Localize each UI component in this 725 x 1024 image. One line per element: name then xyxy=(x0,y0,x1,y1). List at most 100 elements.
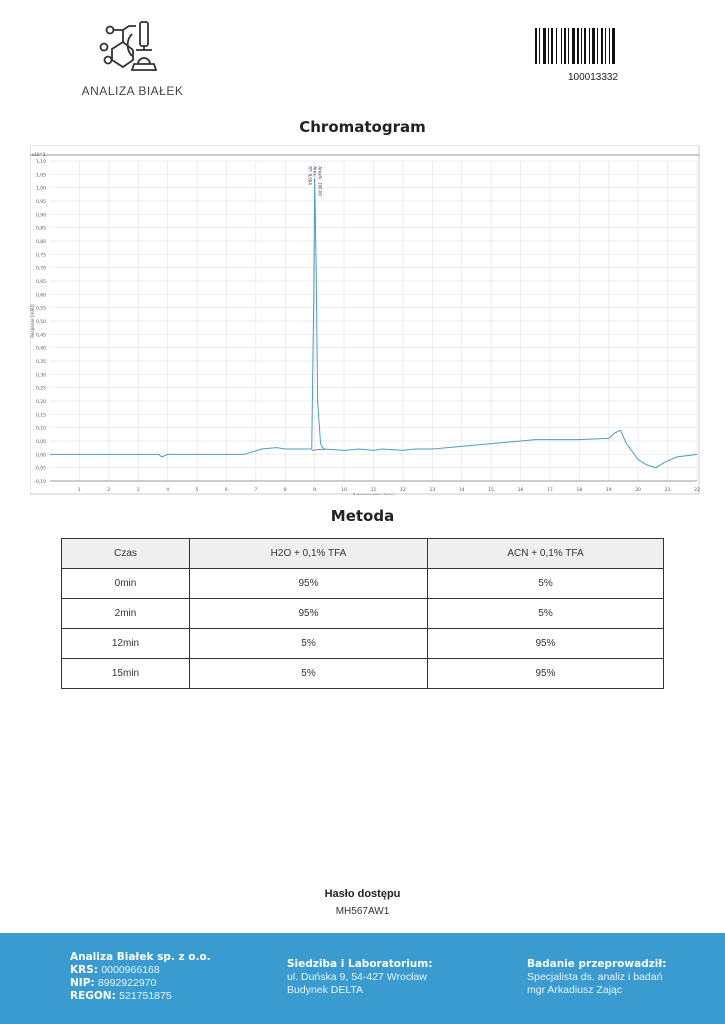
x-tick-label: 13 xyxy=(429,487,435,493)
x-tick-label: 6 xyxy=(225,487,228,493)
x-tick-label: 8 xyxy=(284,487,287,493)
x-tick-label: 17 xyxy=(547,487,553,493)
y-tick-label: 1,10 xyxy=(36,159,46,165)
table-cell: 2min xyxy=(61,598,190,629)
barcode-bar xyxy=(589,28,590,64)
table-cell: 15min xyxy=(61,658,190,689)
peak-annotation: Area: — xyxy=(313,166,318,182)
hq-label: Siedziba i Laboratorium: xyxy=(287,958,433,970)
table-row: 2min 95% 5% xyxy=(61,598,664,629)
barcode-bar xyxy=(535,28,537,64)
barcode-bar xyxy=(543,28,546,64)
y-tick-label: 0,65 xyxy=(36,279,46,285)
table-cell: 95% xyxy=(427,658,664,689)
barcode-number: 100013332 xyxy=(567,72,619,83)
x-tick-label: 10 xyxy=(341,487,347,493)
y-tick-label: 0,45 xyxy=(36,332,46,338)
y-tick-label: 0,85 xyxy=(36,226,46,232)
hq-address: ul. Duńska 9, 54-427 Wrocław xyxy=(287,971,427,983)
x-tick-label: 5 xyxy=(196,487,199,493)
col-header: H2O + 0,1% TFA xyxy=(189,538,428,569)
barcode-bar xyxy=(581,28,582,64)
y-tick-label: 0,70 xyxy=(36,266,46,272)
table-cell: 95% xyxy=(427,628,664,659)
table-cell: 0min xyxy=(61,568,190,599)
y-tick-label: -0,05 xyxy=(34,466,46,472)
chromatogram-trace xyxy=(50,178,698,469)
x-tick-label: 11 xyxy=(371,487,377,493)
molecule-microscope-icon xyxy=(99,21,157,71)
y-tick-label: 1,05 xyxy=(36,172,46,178)
chromatogram-title: Chromatogram xyxy=(299,118,426,136)
krs-value: 0000966168 xyxy=(101,964,160,976)
barcode-bar xyxy=(584,28,586,64)
password-label: Hasło dostępu xyxy=(324,888,401,900)
barcode-bar xyxy=(548,28,549,64)
table-row: 15min 5% 95% xyxy=(61,658,664,689)
x-tick-label: 16 xyxy=(518,487,524,493)
analyst-title: Specjalista ds. analiz i badań xyxy=(527,971,663,983)
table-cell: 95% xyxy=(189,598,428,629)
barcode-bar xyxy=(577,28,579,64)
y-tick-label: 0,75 xyxy=(36,252,46,258)
y-tick-label: 0,95 xyxy=(36,199,46,205)
col-header: Czas xyxy=(61,538,190,569)
analyst-info: Badanie przeprowadził: Specjalista ds. a… xyxy=(527,958,666,997)
x-tick-label: 4 xyxy=(166,487,169,493)
x-axis-label: Retention time [min] xyxy=(353,493,395,495)
y-tick-label: 0,35 xyxy=(36,359,46,365)
y-tick-label: 0,90 xyxy=(36,212,46,218)
method-title: Metoda xyxy=(330,507,395,525)
table-row: 0min 95% 5% xyxy=(61,568,664,599)
chromatogram-chart: 1,10 1,05 1,00 0,95 0,90 0,85 0,80 0,75 0,70 0,65… xyxy=(30,145,700,495)
table-cell: 5% xyxy=(189,628,428,659)
y-tick-label: 0,60 xyxy=(36,292,46,298)
barcode-bar xyxy=(539,28,540,64)
barcode-bar xyxy=(561,28,562,64)
barcode-bar xyxy=(612,28,615,64)
barcode-bar xyxy=(597,28,598,64)
password-value: MH567AW1 xyxy=(335,906,390,917)
table-cell: 5% xyxy=(189,658,428,689)
barcode-bar xyxy=(568,28,569,64)
y-tick-label: 0,80 xyxy=(36,239,46,245)
analyst-name: mgr Arkadiusz Zając xyxy=(527,984,623,996)
y-tick-label: 0,55 xyxy=(36,306,46,312)
table-header-row: Czas H2O + 0,1% TFA ACN + 0,1% TFA xyxy=(61,538,664,569)
hq-building: Budynek DELTA xyxy=(287,984,364,996)
footer: Analiza Białek sp. z o.o. KRS: 000096616… xyxy=(0,933,725,1024)
x-tick-label: 9 xyxy=(313,487,316,493)
regon-label: REGON: xyxy=(70,990,116,1002)
x-tick-label: 2 xyxy=(107,487,110,493)
x-tick-label: 21 xyxy=(665,487,671,493)
barcode-bar xyxy=(605,28,606,64)
x-tick-label: 15 xyxy=(488,487,494,493)
barcode-bar xyxy=(609,28,610,64)
barcode-image xyxy=(535,28,615,64)
table-cell: 5% xyxy=(427,568,664,599)
x-tick-label: 3 xyxy=(137,487,140,493)
brand-name: ANALIZA BIAŁEK xyxy=(81,84,184,98)
y-tick-label: 0,00 xyxy=(36,452,46,458)
x-tick-label: 19 xyxy=(606,487,612,493)
nip-label: NIP: xyxy=(70,977,95,989)
x-tick-label: 14 xyxy=(459,487,465,493)
y-tick-label: 0,30 xyxy=(36,372,46,378)
barcode-bar xyxy=(551,28,553,64)
x-tick-label: 22 xyxy=(694,487,700,493)
table-cell: 5% xyxy=(427,598,664,629)
peak-annotation: Area%: 100,00 xyxy=(318,166,323,196)
y-tick-label: 0,50 xyxy=(36,319,46,325)
y-multiplier: x10^3 xyxy=(32,152,46,157)
table-row: 12min 5% 95% xyxy=(61,628,664,659)
x-tick-label: 1 xyxy=(78,487,81,493)
nip-value: 8992922970 xyxy=(97,977,157,989)
method-table: Czas H2O + 0,1% TFA ACN + 0,1% TFA 0min 9… xyxy=(61,538,664,689)
table-cell: 95% xyxy=(189,568,428,599)
peak-annotation: RT: 9,004 xyxy=(308,166,313,185)
y-tick-label: 0,10 xyxy=(36,426,46,432)
y-tick-label: 0,20 xyxy=(36,399,46,405)
y-tick-label: 1,00 xyxy=(36,186,46,192)
peak-baseline xyxy=(311,448,326,451)
y-tick-label: 0,40 xyxy=(36,346,46,352)
